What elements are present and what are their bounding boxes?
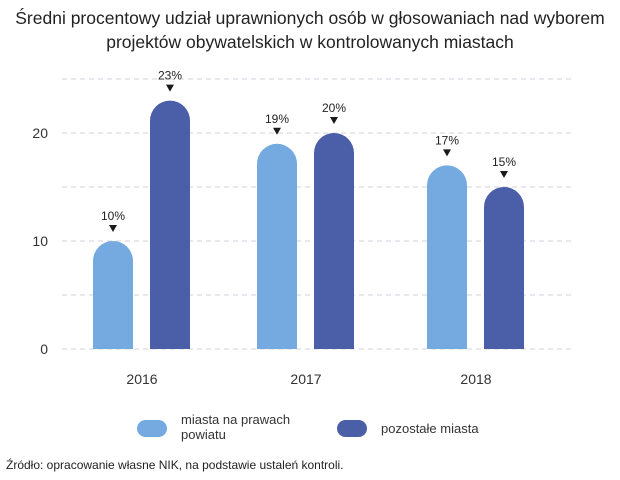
y-axis: 0 10 20 — [32, 125, 48, 357]
x-tick-label: 2017 — [290, 371, 321, 387]
legend-label: miasta na prawach powiatu — [181, 412, 290, 442]
x-axis: 2016 2017 2018 — [126, 371, 491, 387]
legend-swatch — [137, 420, 167, 437]
chart-title-line-1: Średni procentowy udział uprawnionych os… — [15, 8, 605, 28]
chart-title: Średni procentowy udział uprawnionych os… — [0, 6, 620, 54]
legend-item-pozostale-miasta: pozostałe miasta — [337, 412, 479, 437]
data-label-pointer — [443, 149, 451, 157]
data-label-pointer — [109, 225, 117, 232]
data-label-pointer — [273, 127, 281, 135]
source-note: Źródło: opracowanie własne NIK, na podst… — [6, 458, 344, 472]
legend-label-line: miasta na prawach — [181, 412, 291, 427]
data-label: 23% — [158, 69, 182, 83]
data-label-pointer — [166, 84, 174, 92]
y-tick-label: 0 — [40, 341, 48, 357]
legend-label: pozostałe miasta — [381, 421, 479, 436]
legend-swatch — [337, 420, 367, 437]
data-label: 19% — [265, 112, 289, 126]
data-label-pointer — [500, 171, 508, 178]
bar — [93, 241, 133, 349]
data-label: 17% — [435, 133, 459, 147]
y-tick-label: 20 — [32, 125, 48, 141]
bar — [150, 100, 190, 349]
data-label: 15% — [492, 155, 516, 169]
bar — [427, 165, 467, 349]
data-labels: 10% 19% 17% 23% 20% 15% — [101, 69, 516, 232]
bar — [314, 133, 354, 349]
bar — [484, 187, 524, 349]
legend-label-line: powiatu — [181, 427, 226, 442]
legend: miasta na prawach powiatu pozostałe mias… — [0, 412, 620, 452]
chart-title-line-2: projektów obywatelskich w kontrolowanych… — [106, 32, 514, 52]
x-tick-label: 2016 — [126, 371, 157, 387]
data-label: 20% — [322, 101, 346, 115]
bar-chart: 0 10 20 10% 19% 17% 23% 20% 15% 2016 201… — [32, 69, 575, 387]
bars — [93, 100, 524, 349]
data-label: 10% — [101, 209, 125, 223]
y-tick-label: 10 — [32, 233, 48, 249]
data-label-pointer — [330, 117, 338, 124]
legend-item-miasta-na-prawach-powiatu: miasta na prawach powiatu — [137, 412, 290, 442]
x-tick-label: 2018 — [460, 371, 491, 387]
bar — [257, 143, 297, 349]
